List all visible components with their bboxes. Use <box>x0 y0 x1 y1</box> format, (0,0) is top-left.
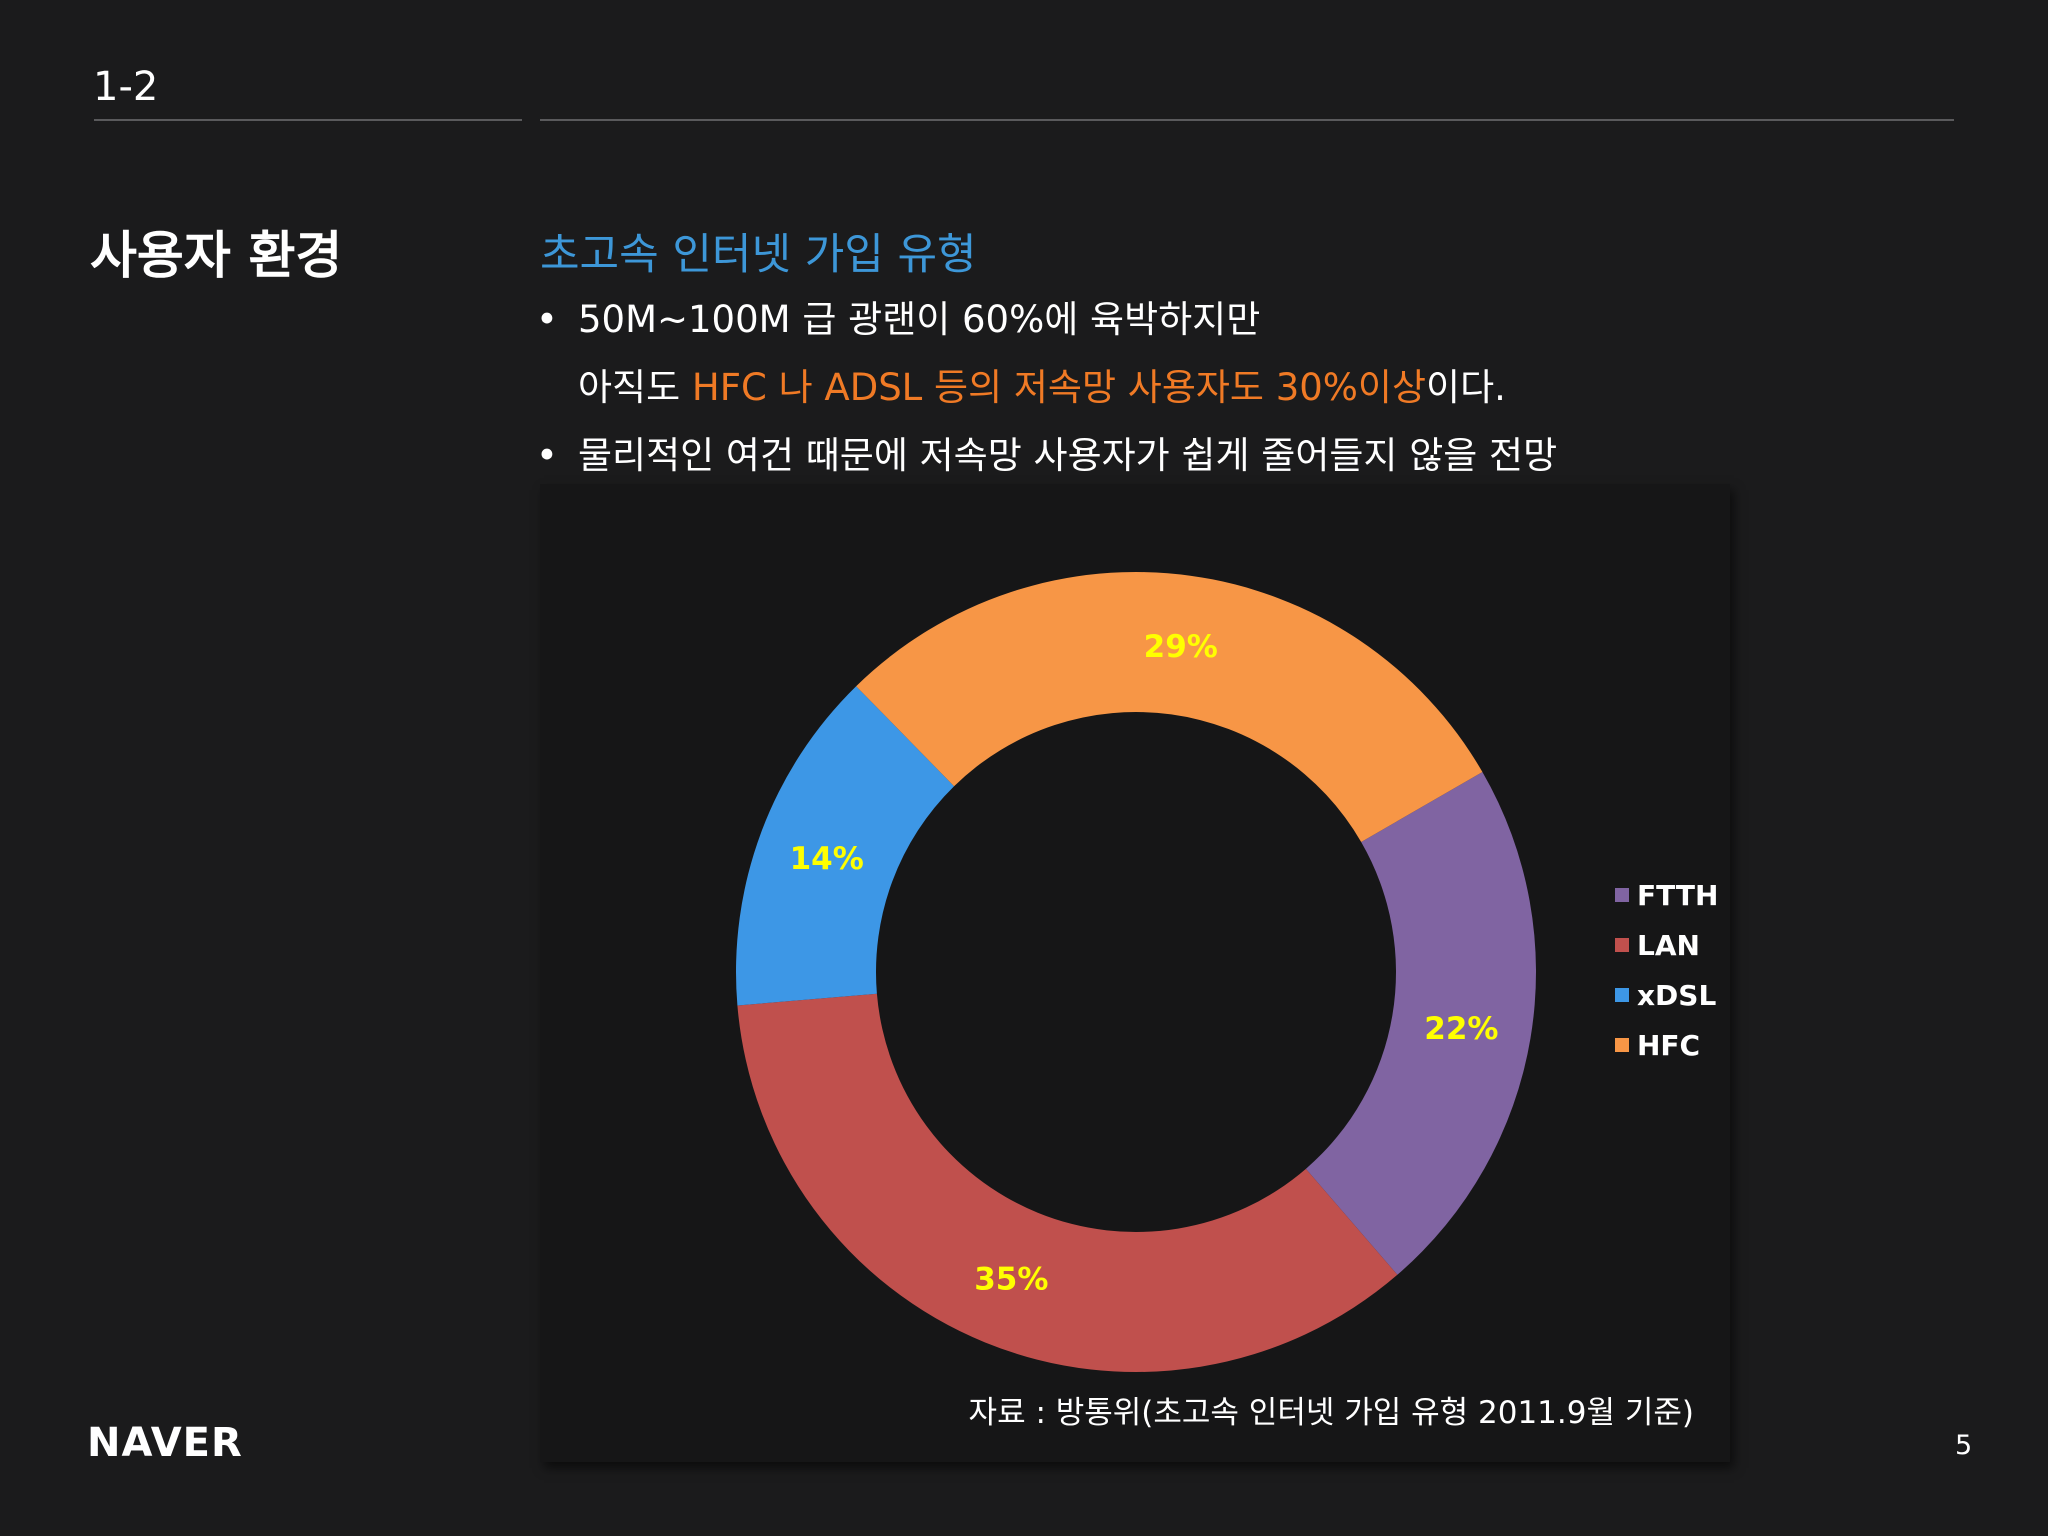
donut-slice-hfc <box>856 572 1483 842</box>
bullet-1-line-1: 50M~100M 급 광랜이 60%에 육박하지만 <box>578 298 1261 341</box>
legend-swatch-ftth <box>1615 888 1629 902</box>
donut-slice-xdsl <box>736 686 955 1006</box>
donut-slice-ftth <box>1305 772 1536 1275</box>
header-divider-left <box>94 119 522 121</box>
bullet-marker: • <box>536 298 558 341</box>
chart-source: 자료 : 방통위(초고속 인터넷 가입 유형 2011.9월 기준) <box>968 1395 1694 1431</box>
bullet-item-1-continued: 아직도 HFC 나 ADSL 등의 저속망 사용자도 30%이상이다. <box>536 354 1557 422</box>
bullet-list: • 50M~100M 급 광랜이 60%에 육박하지만 아직도 HFC 나 AD… <box>536 286 1557 490</box>
legend-label-lan: LAN <box>1637 929 1700 962</box>
legend-label-xdsl: xDSL <box>1637 979 1716 1012</box>
data-label-lan: 35% <box>974 1262 1048 1298</box>
data-label-hfc: 29% <box>1144 629 1218 665</box>
legend-swatch-lan <box>1615 938 1629 952</box>
section-subtitle: 초고속 인터넷 가입 유형 <box>540 230 977 280</box>
bullet-2-text: 물리적인 여건 때문에 저속망 사용자가 쉽게 줄어들지 않을 전망 <box>578 434 1558 477</box>
page-number: 5 <box>1955 1430 1973 1461</box>
section-number: 1-2 <box>93 64 159 110</box>
header-divider-right <box>540 119 1954 121</box>
bullet-1-line-2-prefix: 아직도 <box>578 366 692 409</box>
data-label-xdsl: 14% <box>790 841 864 877</box>
data-label-ftth: 22% <box>1424 1011 1498 1047</box>
bullet-item-2: • 물리적인 여건 때문에 저속망 사용자가 쉽게 줄어들지 않을 전망 <box>536 422 1557 490</box>
bullet-1-line-2-suffix: 이다. <box>1426 366 1506 409</box>
donut-chart: 22% 35% 14% 29% FTTH LAN xDSL HFC <box>736 572 1718 1372</box>
legend-swatch-hfc <box>1615 1038 1629 1052</box>
donut-slice-lan <box>737 993 1398 1372</box>
legend-label-hfc: HFC <box>1637 1029 1700 1062</box>
naver-logo: NAVER <box>87 1420 243 1466</box>
page-title: 사용자 환경 <box>90 227 343 286</box>
bullet-marker: • <box>536 434 558 477</box>
bullet-1-highlight: HFC 나 ADSL 등의 저속망 사용자도 30%이상 <box>691 366 1427 409</box>
bullet-item-1: • 50M~100M 급 광랜이 60%에 육박하지만 <box>536 286 1557 354</box>
legend-label-ftth: FTTH <box>1637 879 1718 912</box>
chart-panel: 22% 35% 14% 29% FTTH LAN xDSL HFC 자료 : 방통위(초고속 … <box>540 484 1730 1462</box>
legend-swatch-xdsl <box>1615 988 1629 1002</box>
